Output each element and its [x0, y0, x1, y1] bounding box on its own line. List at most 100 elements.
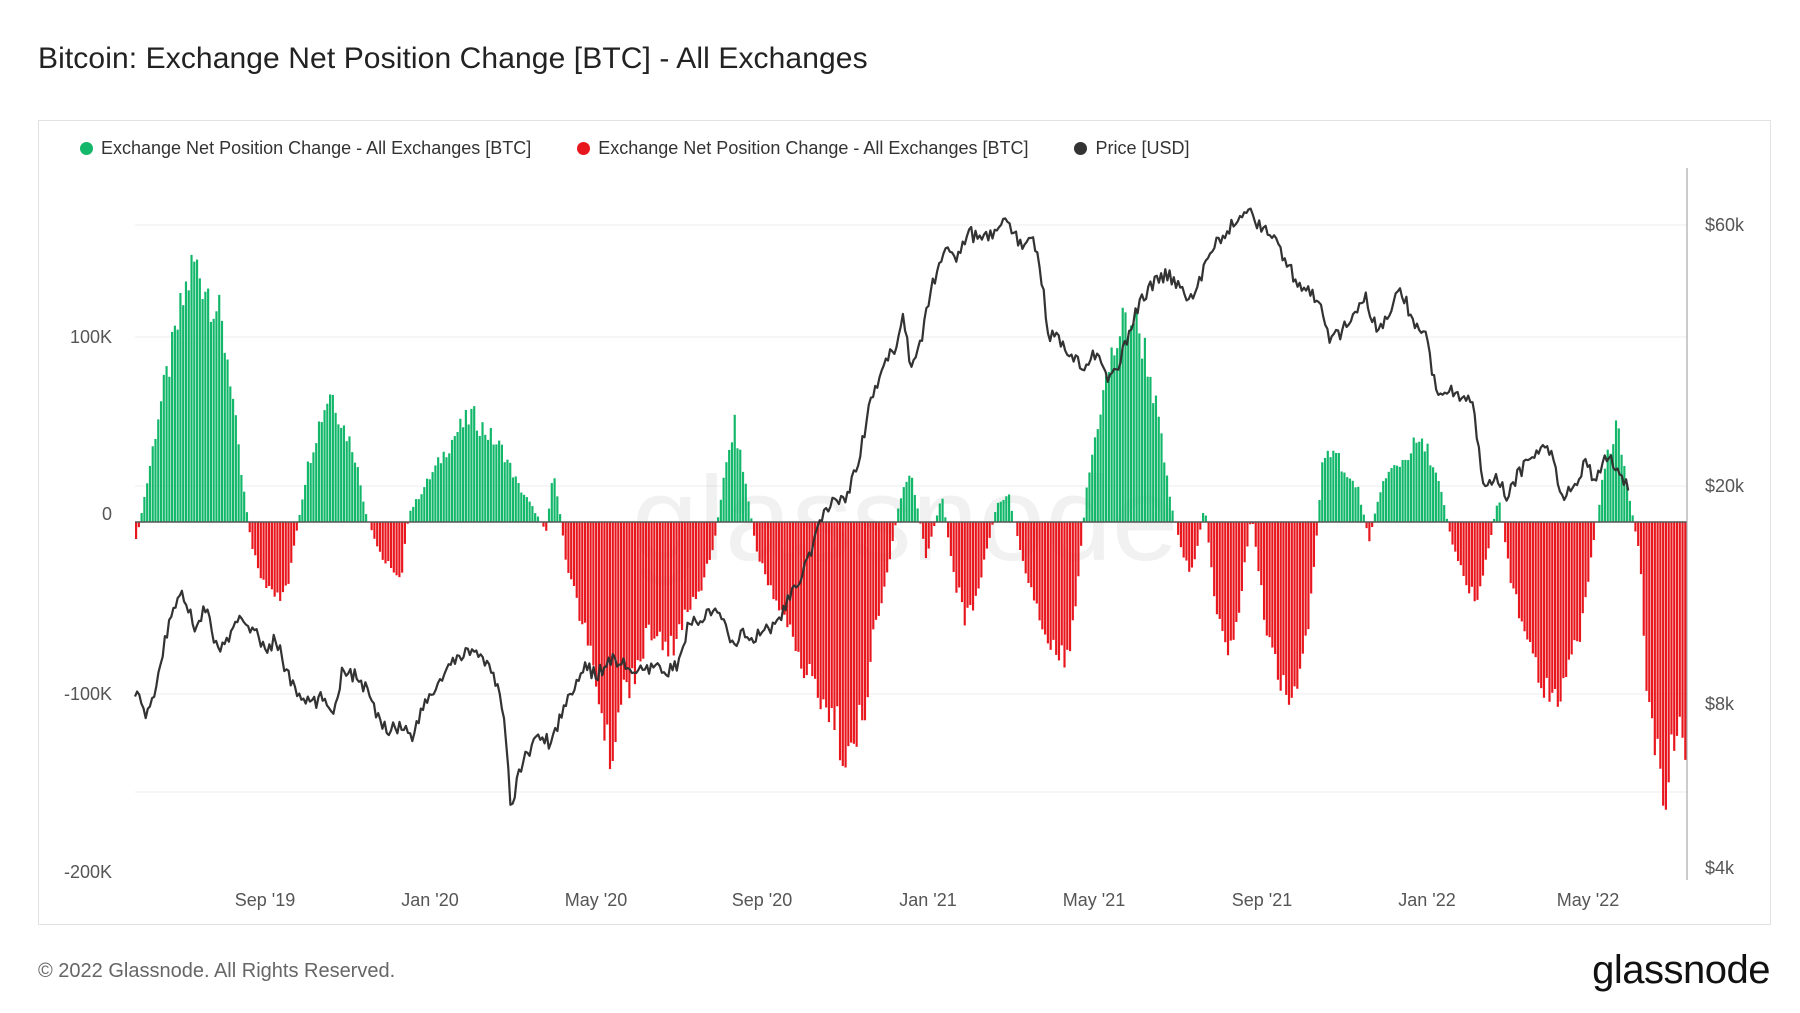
bar-negative: [789, 522, 792, 625]
bar-negative: [647, 522, 650, 625]
bar-positive: [1426, 443, 1429, 522]
legend-item-outflow[interactable]: Exchange Net Position Change - All Excha…: [577, 138, 1028, 159]
bar-positive: [187, 290, 190, 522]
bar-negative: [1576, 522, 1579, 642]
bar-positive: [1598, 504, 1601, 522]
bar-negative: [578, 522, 581, 621]
bar-positive: [1412, 437, 1415, 522]
bar-positive: [1359, 504, 1363, 522]
bar-positive: [1418, 441, 1421, 522]
bar-negative: [802, 522, 806, 679]
bar-negative: [686, 522, 689, 613]
bar-negative: [642, 522, 645, 659]
bar-negative: [1578, 522, 1582, 642]
bar-negative: [966, 522, 969, 608]
bar-negative: [678, 522, 681, 625]
bar-negative: [1282, 522, 1285, 676]
bar-negative: [1523, 522, 1526, 632]
bar-negative: [1451, 522, 1454, 545]
bar-negative: [1027, 522, 1030, 584]
bar-positive: [550, 483, 553, 522]
bar-negative: [672, 522, 675, 656]
bar-positive: [1204, 515, 1207, 522]
bar-positive: [899, 498, 903, 522]
bar-positive: [1082, 517, 1085, 522]
bar-positive: [1085, 487, 1088, 522]
bar-negative: [384, 522, 387, 564]
bar-positive: [514, 476, 517, 522]
bar-negative: [1673, 522, 1676, 751]
x-tick: Jan '21: [899, 890, 956, 910]
bar-negative: [1545, 522, 1548, 678]
bar-positive: [916, 508, 919, 522]
bar-negative: [1454, 522, 1457, 552]
bar-negative: [561, 522, 564, 536]
bar-positive: [162, 374, 165, 522]
bar-negative: [1559, 522, 1562, 702]
bar-positive: [359, 485, 362, 522]
bar-positive: [523, 494, 526, 522]
bar-positive: [431, 472, 434, 522]
bar-negative: [861, 522, 864, 721]
bar-positive: [941, 498, 944, 522]
bar-negative: [1490, 522, 1493, 535]
bar-positive: [528, 501, 531, 522]
bar-positive: [148, 465, 152, 522]
legend-item-inflow[interactable]: Exchange Net Position Change - All Excha…: [80, 138, 531, 159]
bar-negative: [1520, 522, 1523, 622]
bar-negative: [1260, 522, 1263, 586]
bar-positive: [905, 481, 908, 522]
bar-positive: [500, 444, 503, 522]
bar-negative: [1456, 522, 1460, 562]
bar-negative: [927, 522, 930, 549]
bar-negative: [1664, 522, 1667, 810]
bar-negative: [1315, 522, 1318, 536]
y-left-tick: 0: [102, 504, 112, 524]
bar-negative: [1531, 522, 1534, 654]
bar-negative: [1271, 522, 1274, 648]
bar-negative: [1515, 522, 1518, 595]
bar-negative: [1299, 522, 1302, 669]
bar-negative: [827, 522, 831, 723]
bar-negative: [811, 522, 814, 677]
legend-label: Price [USD]: [1095, 138, 1190, 158]
bar-negative: [1188, 522, 1191, 572]
bar-positive: [226, 359, 229, 522]
legend-label: Exchange Net Position Change - All Excha…: [598, 138, 1029, 158]
bar-negative: [894, 522, 897, 526]
bar-negative: [1177, 522, 1180, 535]
bar-positive: [204, 291, 207, 522]
bar-positive: [159, 401, 163, 522]
bar-positive: [1335, 452, 1338, 522]
bar-negative: [1642, 522, 1645, 636]
bar-positive: [728, 449, 731, 522]
bar-negative: [753, 522, 756, 536]
bar-negative: [711, 522, 714, 551]
bar-negative: [1257, 522, 1260, 572]
bar-negative: [606, 522, 609, 725]
bar-positive: [298, 514, 301, 522]
bar-positive: [459, 418, 462, 522]
bar-negative: [969, 522, 972, 606]
legend-item-price[interactable]: Price [USD]: [1074, 138, 1190, 159]
bar-positive: [220, 320, 224, 522]
chart-title: Bitcoin: Exchange Net Position Change [B…: [38, 42, 868, 75]
bar-negative: [850, 522, 853, 743]
bar-positive: [1116, 348, 1119, 522]
bar-negative: [290, 522, 293, 563]
bar-positive: [739, 449, 742, 522]
bar-negative: [262, 522, 265, 580]
bar-positive: [1129, 325, 1133, 522]
bar-positive: [1135, 308, 1138, 522]
bar-positive: [1498, 502, 1501, 522]
bar-negative: [581, 522, 584, 625]
bar-positive: [730, 442, 734, 522]
bar-negative: [766, 522, 770, 586]
bar-positive: [193, 261, 196, 522]
bar-positive: [434, 465, 437, 522]
bar-positive: [190, 254, 193, 522]
bar-positive: [717, 517, 720, 522]
bar-negative: [877, 522, 880, 616]
bar-negative: [586, 522, 589, 646]
bar-positive: [902, 487, 905, 522]
